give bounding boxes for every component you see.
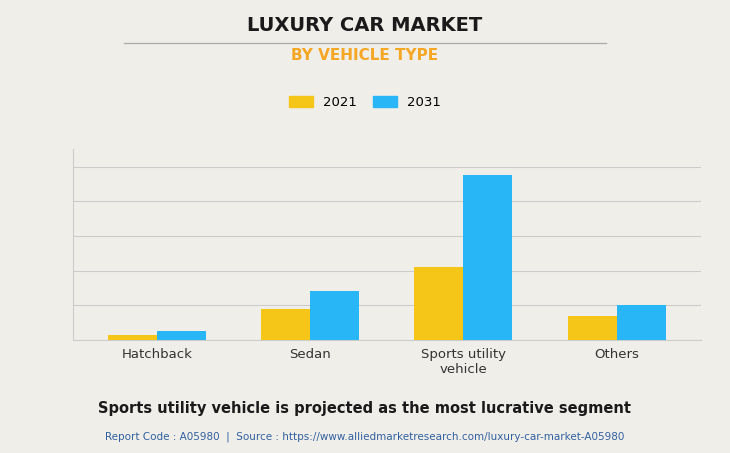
Bar: [568, 316, 617, 340]
Text: Report Code : A05980  |  Source : https://www.alliedmarketresearch.com/luxury-ca: Report Code : A05980 | Source : https://…: [105, 431, 625, 442]
Text: LUXURY CAR MARKET: LUXURY CAR MARKET: [247, 16, 483, 35]
Bar: [464, 175, 512, 340]
Bar: [261, 308, 310, 340]
Bar: [310, 291, 359, 340]
Text: BY VEHICLE TYPE: BY VEHICLE TYPE: [291, 48, 439, 63]
Bar: [108, 335, 157, 340]
Bar: [157, 331, 206, 340]
Text: Sports utility vehicle is projected as the most lucrative segment: Sports utility vehicle is projected as t…: [99, 401, 631, 416]
Bar: [617, 305, 666, 340]
Legend: 2021, 2031: 2021, 2031: [284, 91, 446, 114]
Bar: [415, 267, 464, 340]
